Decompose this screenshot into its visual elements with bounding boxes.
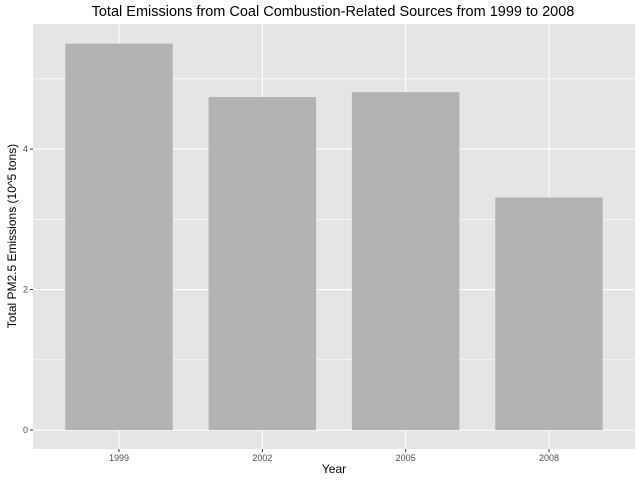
y-tick-label: 0 [23,425,28,435]
y-tick-label: 2 [23,285,28,295]
y-axis-title: Total PM2.5 Emissions (10^5 tons) [5,144,19,328]
x-tick-label-2002: 2002 [252,453,272,463]
bar-1999 [65,43,173,431]
x-axis-title: Year [322,462,346,476]
x-tick-label-2005: 2005 [396,453,416,463]
x-axis: 1999 2002 2005 2008 [109,449,559,463]
y-axis: 0 2 4 [23,144,33,435]
x-tick-label-1999: 1999 [109,453,129,463]
bars [65,43,603,431]
x-tick-label-2008: 2008 [539,453,559,463]
bar-2005 [351,92,460,431]
chart-title: Total Emissions from Coal Combustion-Rel… [92,4,575,20]
bar-2008 [495,197,603,431]
bar-2002 [208,97,317,431]
y-tick-label: 4 [23,144,28,154]
